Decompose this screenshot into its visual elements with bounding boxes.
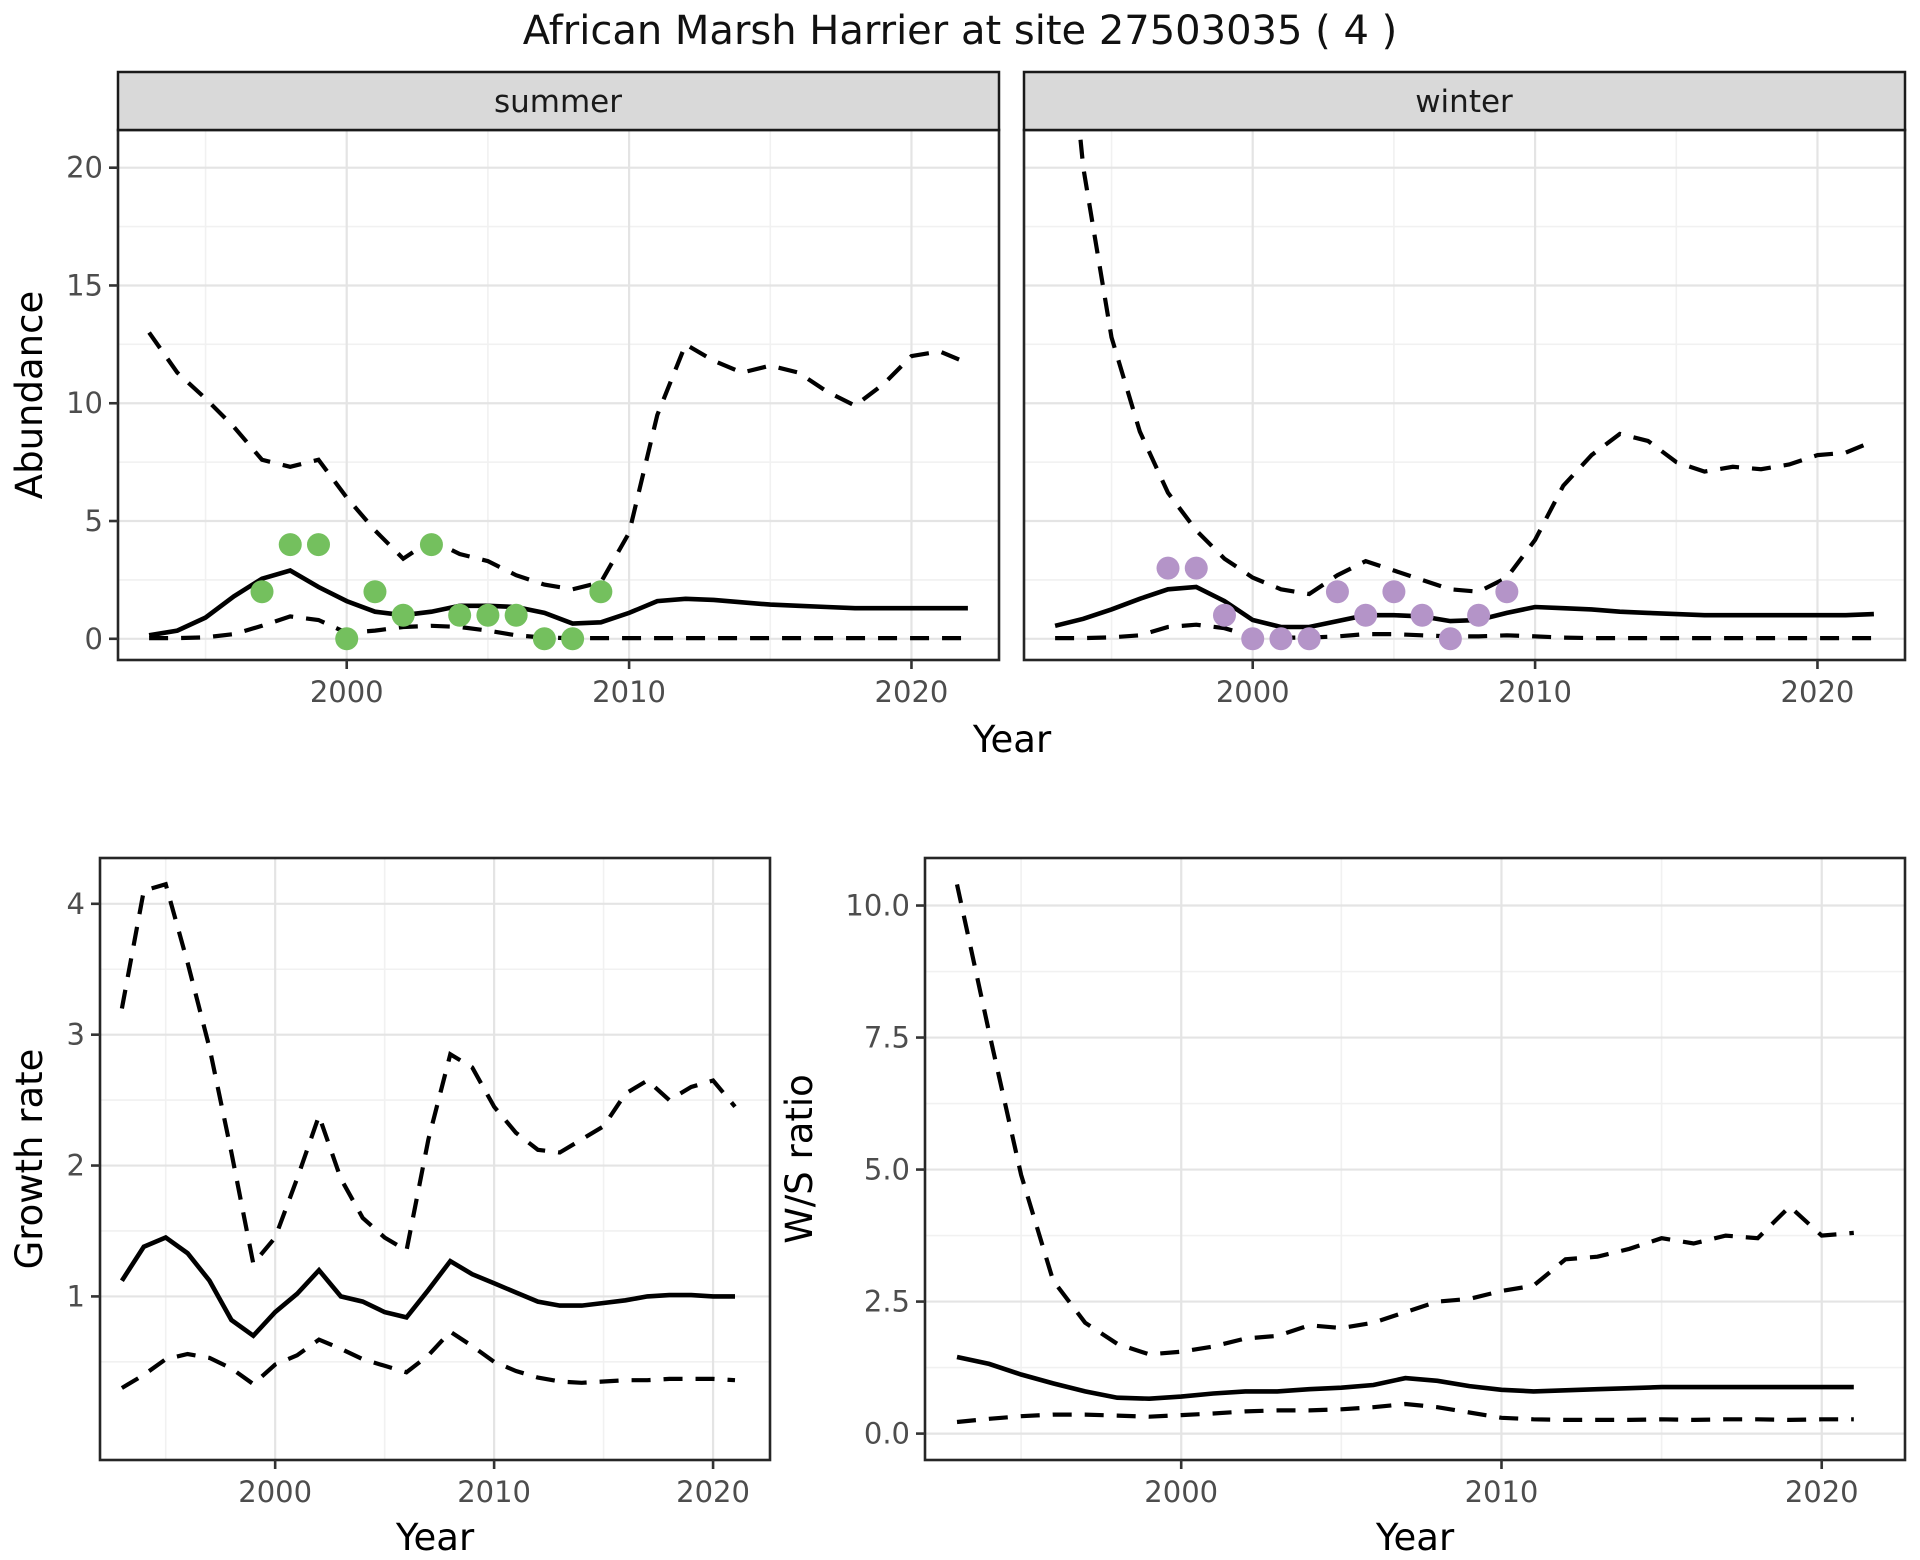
y-axis-title-ws-ratio: W/S ratio [778, 1074, 821, 1244]
y-tick-label: 0.0 [864, 1417, 910, 1451]
ws-ratio-median-line [956, 1354, 1854, 1402]
summer-observed-point [589, 580, 613, 604]
panel-background [118, 130, 999, 660]
winter-observed-point [1354, 603, 1378, 627]
y-tick-label: 2 [67, 1149, 85, 1183]
summer-observed-point [448, 603, 472, 627]
summer-observed-point [476, 603, 500, 627]
winter-median-line [1054, 584, 1874, 630]
panel-background [925, 858, 1905, 1460]
x-tick-label: 2020 [676, 1475, 750, 1509]
winter-lower-ci-line [1055, 622, 1874, 641]
summer-observed-point [335, 627, 359, 651]
y-axis-title-growth-rate: Growth rate [8, 1049, 51, 1270]
x-tick-label: 2000 [1216, 675, 1290, 709]
x-tick-label: 2010 [1498, 675, 1572, 709]
summer-observed-point [419, 533, 443, 557]
y-tick-label: 15 [66, 268, 103, 302]
x-tick-label: 2010 [592, 675, 666, 709]
winter-observed-point [1467, 603, 1491, 627]
winter-observed-point [1495, 580, 1519, 604]
winter-observed-point [1325, 580, 1349, 604]
y-tick-label: 5 [85, 504, 103, 538]
summer-observed-point [250, 580, 274, 604]
winter-observed-point [1438, 627, 1462, 651]
summer-median-line [148, 568, 968, 638]
summer-observed-point [504, 603, 528, 627]
x-axis-title-year-growth: Year [395, 1516, 475, 1559]
y-tick-label: 20 [66, 151, 103, 185]
winter-observed-point [1269, 627, 1293, 651]
chart-title: African Marsh Harrier at site 27503035 (… [522, 8, 1398, 54]
x-tick-label: 2010 [457, 1475, 531, 1509]
facet-strip-label-summer: summer [494, 84, 622, 120]
y-tick-label: 10.0 [845, 889, 910, 923]
summer-observed-point [306, 533, 330, 557]
panel-winter: 2000 2010 2020 [1022, 128, 1907, 709]
panel-ws-ratio: 2000 2010 2020 0.0 2.5 5.0 7.5 10.0 [845, 856, 1907, 1509]
x-tick-label: 2020 [1781, 675, 1855, 709]
x-tick-label: 2020 [1785, 1475, 1859, 1509]
winter-observed-point [1212, 603, 1236, 627]
x-tick-label: 2000 [1144, 1475, 1218, 1509]
summer-observed-point [532, 627, 556, 651]
chart-canvas: 2000 2010 2020 0 5 10 15 20 2000 2010 2020 2000 2010… [8, 70, 1907, 1559]
y-tick-label: 0 [85, 622, 103, 656]
summer-observed-point [363, 580, 387, 604]
y-tick-label: 2.5 [864, 1285, 910, 1319]
y-tick-label: 10 [66, 386, 103, 420]
y-tick-label: 5.0 [864, 1153, 910, 1187]
panel-border [923, 856, 1907, 1462]
summer-observed-point [561, 627, 585, 651]
winter-observed-point [1241, 627, 1265, 651]
y-axis-title-abundance: Abundance [8, 291, 51, 499]
growth-rate-lower-ci-line [120, 1328, 736, 1390]
summer-upper-ci-line [147, 331, 969, 592]
winter-observed-point [1382, 580, 1406, 604]
growth-rate-median-line [119, 1234, 735, 1339]
ws-ratio-lower-ci-line [956, 1401, 1854, 1425]
summer-observed-point [278, 533, 302, 557]
winter-upper-ci-line [1077, 130, 1875, 597]
y-tick-label: 4 [67, 887, 85, 921]
winter-observed-point [1184, 556, 1208, 580]
growth-rate-upper-ci-line [119, 881, 737, 1269]
facet-strip-label-winter: winter [1415, 84, 1513, 120]
facet-strip-summer [116, 70, 1001, 132]
summer-observed-point [391, 603, 415, 627]
ws-ratio-upper-ci-line [954, 883, 1854, 1357]
panel-background [100, 858, 770, 1460]
y-tick-label: 1 [67, 1279, 85, 1313]
panels-layer: 2000 2010 2020 0 5 10 15 20 2000 2010 2020 2000 2010… [66, 128, 1907, 1509]
winter-observed-point [1297, 627, 1321, 651]
facet-strip-winter [1022, 70, 1907, 132]
y-tick-label: 3 [67, 1018, 85, 1052]
panel-border [98, 856, 772, 1462]
x-axis-title-year-top: Year [972, 718, 1052, 761]
x-axis-title-year-ws: Year [1375, 1516, 1455, 1559]
x-tick-label: 2000 [238, 1475, 312, 1509]
winter-observed-point [1156, 556, 1180, 580]
y-tick-label: 7.5 [864, 1021, 910, 1055]
winter-observed-point [1410, 603, 1434, 627]
x-tick-label: 2000 [310, 675, 384, 709]
summer-lower-ci-line [149, 614, 968, 641]
panel-growth-rate: 2000 2010 2020 1 2 3 4 [67, 856, 772, 1509]
x-tick-label: 2020 [875, 675, 949, 709]
panel-summer: 2000 2010 2020 0 5 10 15 20 [66, 128, 1001, 709]
x-tick-label: 2010 [1465, 1475, 1539, 1509]
